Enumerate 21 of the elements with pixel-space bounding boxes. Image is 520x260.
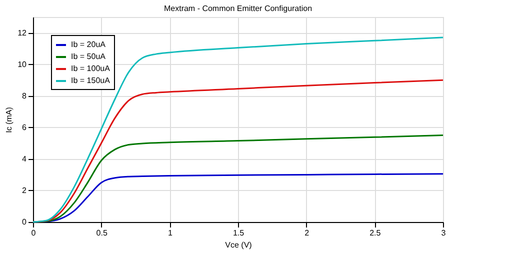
- x-tick-label: 0.5: [96, 228, 108, 238]
- x-axis-title: Vce (V): [225, 240, 252, 250]
- legend-label: Ib = 100uA: [71, 64, 111, 73]
- legend-label: Ib = 50uA: [71, 52, 106, 61]
- y-tick-label: 4: [22, 154, 28, 164]
- y-tick-label: 8: [22, 91, 28, 100]
- y-axis-title: Ic (mA): [4, 106, 14, 133]
- x-tick-label: 1.5: [232, 228, 245, 238]
- x-tick-label: 1: [168, 228, 173, 238]
- y-tick-label: 12: [18, 28, 28, 38]
- x-tick-label: 0: [31, 228, 36, 238]
- y-tick-label: 10: [18, 60, 28, 69]
- y-tick-label: 6: [22, 122, 28, 132]
- legend-label: Ib = 20uA: [71, 40, 106, 49]
- x-tick-label: 2: [304, 228, 310, 238]
- x-tick-label: 2.5: [370, 228, 382, 238]
- legend-label: Ib = 150uA: [71, 76, 111, 85]
- chart-title: Mextram - Common Emitter Configuration: [164, 4, 312, 13]
- y-tick-label: 2: [22, 186, 28, 195]
- y-tick-label: 0: [22, 218, 28, 226]
- x-tick-label: 3: [441, 228, 446, 238]
